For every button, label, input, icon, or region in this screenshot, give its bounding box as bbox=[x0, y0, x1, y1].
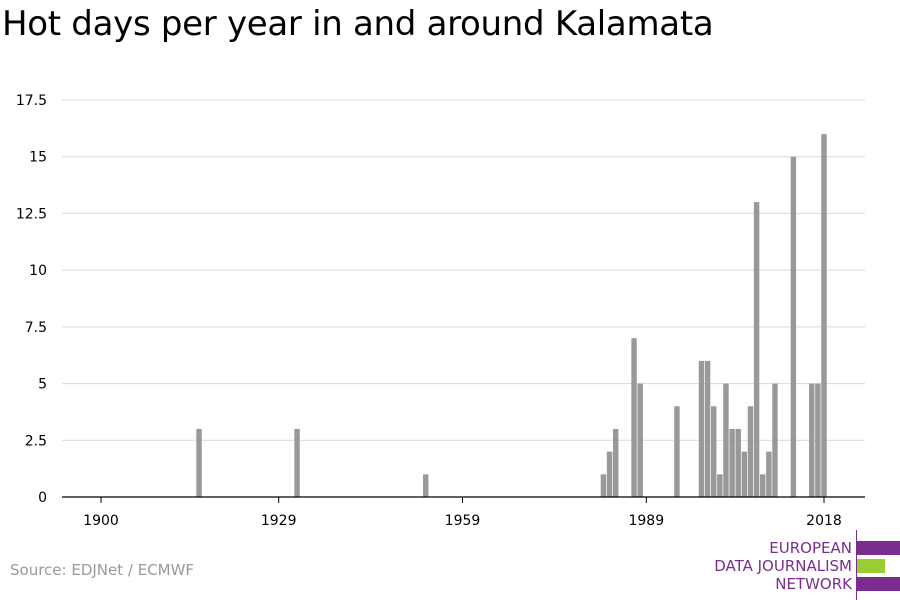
bar bbox=[631, 338, 637, 497]
bar bbox=[612, 428, 619, 497]
bar bbox=[423, 474, 429, 497]
edjnet-logo[interactable]: EUROPEAN DATA JOURNALISM NETWORK bbox=[700, 530, 900, 600]
logo-line-data-journalism: DATA JOURNALISM bbox=[714, 557, 852, 575]
bar bbox=[674, 406, 680, 497]
y-tick-label: 0 bbox=[38, 490, 47, 506]
bar bbox=[606, 451, 613, 497]
bar bbox=[600, 474, 607, 497]
axes: 0 2.5 5 7.5 10 12.5 15 17.5 1900 1929 1959 1989 2018 bbox=[16, 93, 865, 529]
bar bbox=[741, 451, 748, 497]
bar-chart: 0 2.5 5 7.5 10 12.5 15 17.5 1900 1929 1959 1989 2018 bbox=[16, 93, 865, 529]
x-tick-label: 1929 bbox=[261, 513, 297, 529]
x-tick-label: 1989 bbox=[628, 513, 664, 529]
logo-line-european: EUROPEAN bbox=[769, 539, 852, 557]
y-tick-label: 2.5 bbox=[25, 433, 47, 449]
bar bbox=[698, 360, 705, 497]
chart-title: Hot days per year in and around Kalamata bbox=[2, 4, 714, 44]
logo-divider bbox=[856, 530, 857, 600]
bar bbox=[196, 428, 202, 497]
y-tick-label: 7.5 bbox=[25, 320, 47, 336]
x-tick-label: 2018 bbox=[806, 513, 842, 529]
bar bbox=[637, 383, 643, 497]
bar bbox=[294, 428, 300, 497]
bar bbox=[766, 451, 772, 497]
bar bbox=[790, 156, 797, 497]
bar bbox=[772, 383, 778, 497]
y-tick-label: 12.5 bbox=[16, 206, 47, 222]
y-tick-label: 15 bbox=[29, 150, 47, 166]
bar bbox=[815, 383, 821, 497]
source-note: Source: EDJNet / ECMWF bbox=[10, 561, 195, 579]
logo-bar-purple-bottom bbox=[857, 577, 900, 591]
bar bbox=[809, 383, 815, 497]
bar bbox=[710, 406, 717, 497]
bar bbox=[729, 428, 735, 497]
x-tick-label: 1900 bbox=[83, 513, 119, 529]
y-tick-label: 10 bbox=[29, 263, 47, 279]
bar bbox=[760, 474, 766, 497]
grid-lines bbox=[62, 99, 865, 441]
logo-bar-purple-top bbox=[857, 541, 900, 555]
bar bbox=[704, 360, 711, 497]
logo-bar-green bbox=[857, 559, 885, 573]
y-tick-label: 5 bbox=[38, 377, 47, 393]
logo-line-network: NETWORK bbox=[775, 575, 852, 593]
bar bbox=[747, 406, 754, 497]
bar bbox=[735, 428, 741, 497]
bar bbox=[753, 202, 760, 498]
y-tick-label: 17.5 bbox=[16, 93, 47, 109]
bar bbox=[717, 474, 723, 497]
x-tick-label: 1959 bbox=[445, 513, 481, 529]
bars bbox=[196, 134, 827, 498]
bar bbox=[723, 383, 729, 497]
bar bbox=[821, 134, 827, 497]
